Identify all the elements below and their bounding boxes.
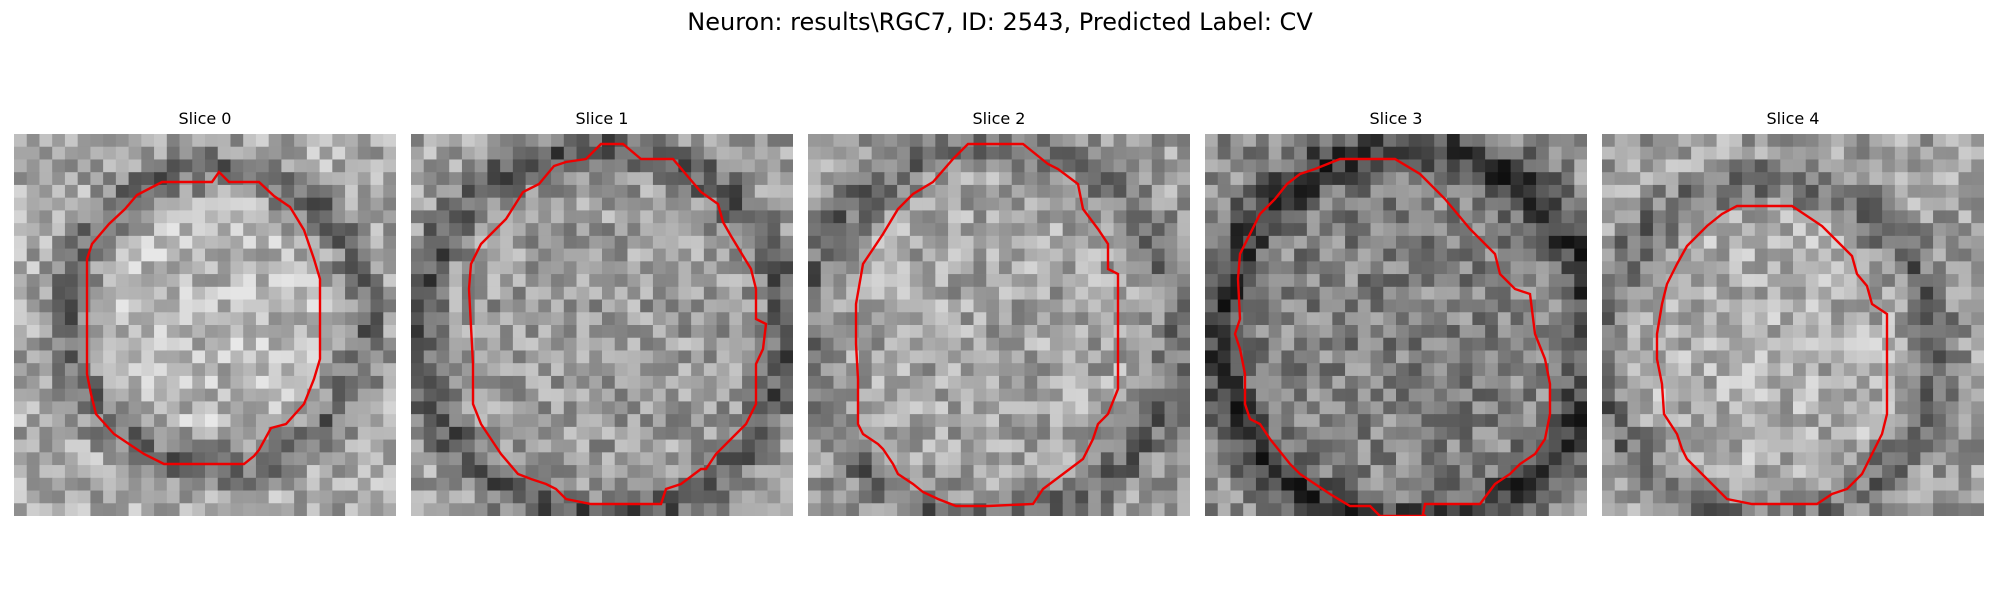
slice-1-pixels bbox=[411, 134, 793, 516]
slice-2-pixels bbox=[808, 134, 1190, 516]
slice-panel-4: Slice 4 bbox=[1602, 108, 1984, 518]
contour-outline-2 bbox=[854, 142, 1120, 508]
contour-outline-3 bbox=[1233, 157, 1552, 516]
contour-outline-0 bbox=[85, 170, 322, 466]
slice-title-1: Slice 1 bbox=[575, 109, 629, 128]
slice-image-1 bbox=[411, 134, 793, 516]
slice-panel-1: Slice 1 bbox=[411, 108, 793, 518]
figure-title: Neuron: results\RGC7, ID: 2543, Predicte… bbox=[687, 8, 1313, 36]
slice-image-4 bbox=[1602, 134, 1984, 516]
slice-title-4: Slice 4 bbox=[1766, 109, 1820, 128]
slice-image-0 bbox=[14, 134, 396, 516]
slice-title-2: Slice 2 bbox=[972, 109, 1026, 128]
contour-outline-1 bbox=[467, 142, 768, 506]
slice-panel-2: Slice 2 bbox=[808, 108, 1190, 518]
slice-panel-3: Slice 3 bbox=[1205, 108, 1587, 518]
slice-image-2 bbox=[808, 134, 1190, 516]
slice-title-3: Slice 3 bbox=[1369, 109, 1423, 128]
contour-outline-4 bbox=[1655, 204, 1889, 506]
slice-3-pixels bbox=[1205, 134, 1587, 516]
slice-title-0: Slice 0 bbox=[178, 109, 232, 128]
slice-image-3 bbox=[1205, 134, 1587, 516]
slice-0-pixels bbox=[14, 134, 396, 516]
slice-panel-0: Slice 0 bbox=[14, 108, 396, 518]
